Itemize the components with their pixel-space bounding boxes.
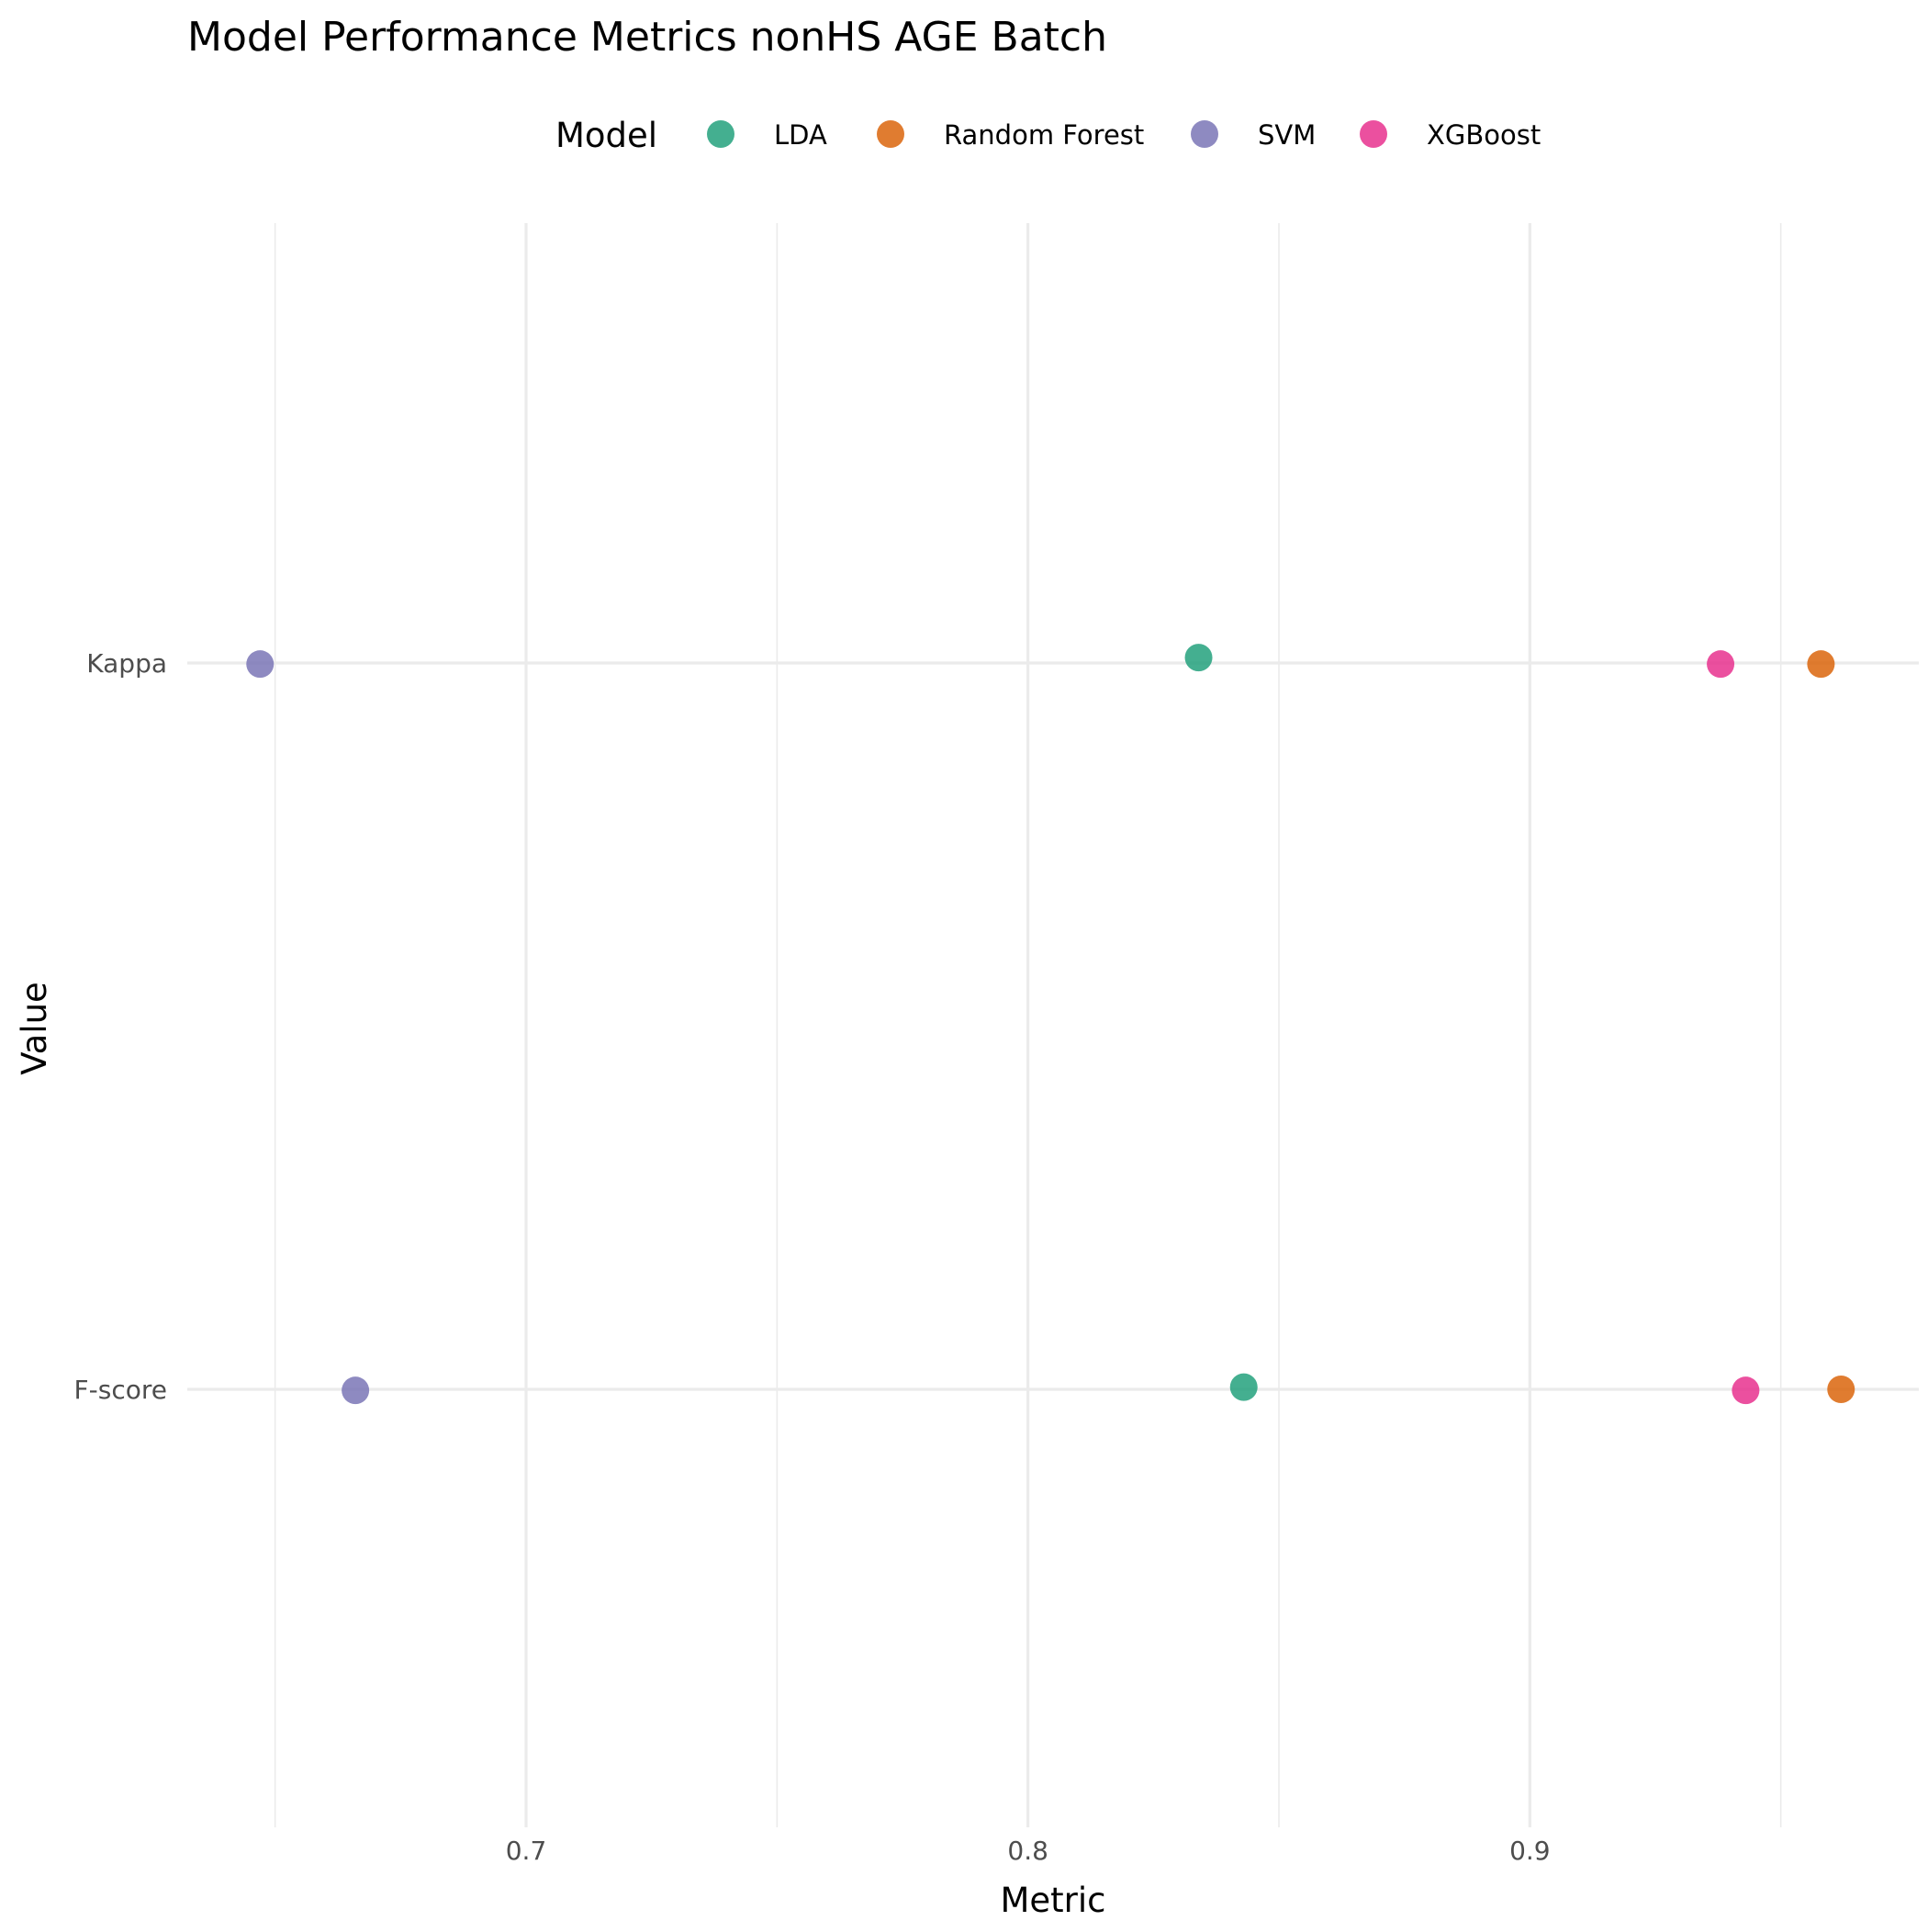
legend-label-xgboost: XGBoost: [1427, 119, 1541, 151]
y-axis-title: Value: [15, 982, 54, 1075]
data-point-xgboost: [1732, 1376, 1760, 1405]
x-axis-title: Metric: [1000, 1881, 1105, 1920]
legend-key-lda: [707, 120, 734, 148]
data-point-lda: [1229, 1373, 1258, 1401]
x-tick-label: 0.9: [1509, 1836, 1551, 1866]
legend-key-random-forest: [877, 120, 904, 148]
legend-label-lda: LDA: [774, 119, 827, 151]
legend: Model LDA Random Forest SVM XGBoost: [555, 116, 1541, 155]
tick-labels: 0.7 0.8 0.9 Kappa F-score: [74, 648, 1551, 1866]
data-point-svm: [342, 1376, 370, 1405]
grid: [187, 223, 1919, 1827]
legend-label-random-forest: Random Forest: [944, 119, 1144, 151]
data-point-lda: [1184, 644, 1213, 672]
legend-title: Model: [555, 116, 657, 155]
data-point-xgboost: [1707, 650, 1735, 679]
y-tick-label: F-score: [74, 1375, 167, 1405]
x-tick-label: 0.7: [506, 1836, 547, 1866]
legend-key-svm: [1191, 120, 1218, 148]
legend-key-xgboost: [1360, 120, 1387, 148]
legend-label-svm: SVM: [1258, 119, 1316, 151]
data-point-random-forest: [1827, 1376, 1855, 1403]
y-tick-label: Kappa: [86, 648, 167, 679]
chart-title: Model Performance Metrics nonHS AGE Batc…: [187, 14, 1107, 61]
x-tick-label: 0.8: [1007, 1836, 1048, 1866]
data-point-random-forest: [1807, 650, 1835, 679]
data-point-svm: [246, 650, 275, 679]
data-points: [246, 644, 1855, 1405]
